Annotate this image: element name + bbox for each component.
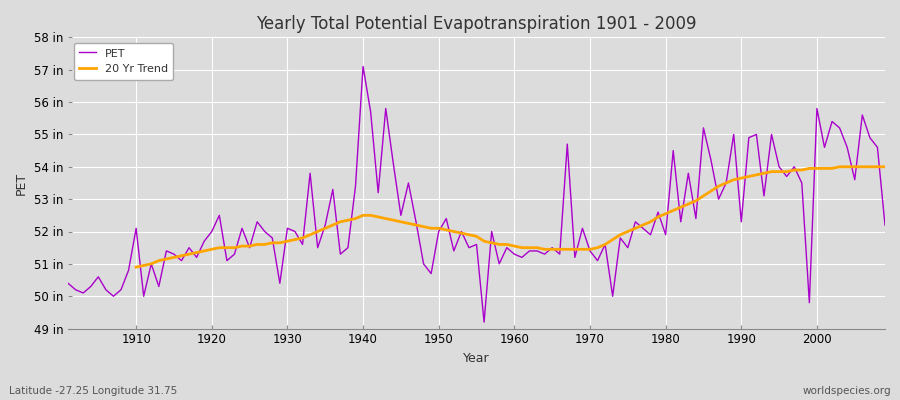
PET [615, 236, 626, 240]
Line: 20 Yr Trend: 20 Yr Trend [136, 167, 885, 267]
20 Yr Trend [819, 166, 830, 171]
20 Yr Trend [130, 265, 141, 270]
Text: worldspecies.org: worldspecies.org [803, 386, 891, 396]
X-axis label: Year: Year [464, 352, 490, 365]
PET [290, 229, 301, 234]
PET [357, 64, 368, 69]
PET [63, 281, 74, 286]
PET [879, 223, 890, 228]
PET [335, 252, 346, 256]
PET [479, 320, 490, 324]
20 Yr Trend [879, 164, 890, 169]
20 Yr Trend [305, 232, 316, 237]
20 Yr Trend [274, 240, 285, 245]
Legend: PET, 20 Yr Trend: PET, 20 Yr Trend [74, 43, 174, 80]
20 Yr Trend [577, 247, 588, 252]
Text: Latitude -27.25 Longitude 31.75: Latitude -27.25 Longitude 31.75 [9, 386, 177, 396]
PET [524, 248, 535, 253]
Title: Yearly Total Potential Evapotranspiration 1901 - 2009: Yearly Total Potential Evapotranspiratio… [256, 15, 697, 33]
PET [123, 268, 134, 273]
PET [517, 255, 527, 260]
Line: PET: PET [68, 66, 885, 322]
20 Yr Trend [517, 245, 527, 250]
Y-axis label: PET: PET [15, 171, 28, 194]
20 Yr Trend [850, 164, 860, 169]
20 Yr Trend [834, 164, 845, 169]
